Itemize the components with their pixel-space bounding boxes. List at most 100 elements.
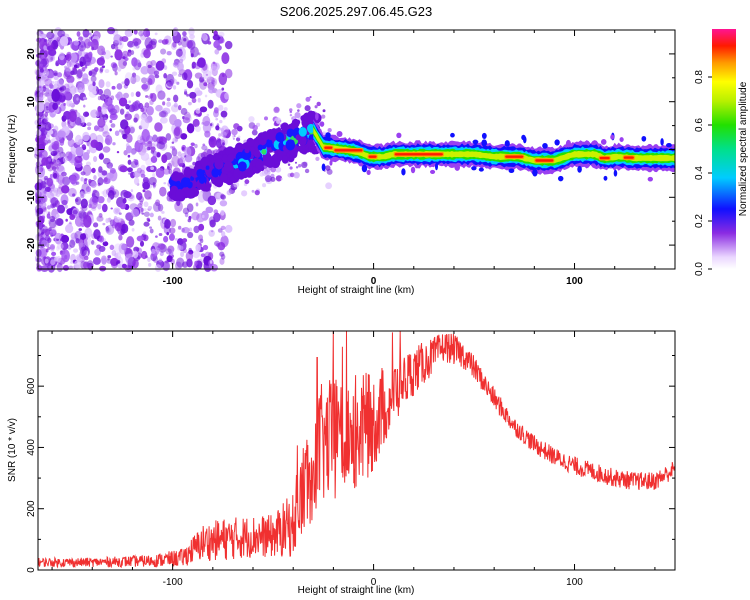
heatmap-noise-cell xyxy=(176,257,185,268)
heatmap-noise-cell xyxy=(235,137,241,142)
heatmap-noise-cell xyxy=(146,105,154,116)
heatmap-noise-cell xyxy=(139,136,145,141)
heatmap-noise-cell xyxy=(111,85,116,90)
heatmap-noise-cell xyxy=(39,180,47,189)
heatmap-noise-cell xyxy=(220,128,225,132)
heatmap-noise-cell xyxy=(45,248,49,253)
heatmap-noise-cell xyxy=(144,143,148,147)
heatmap-noise-cell xyxy=(134,113,140,122)
heatmap-noise-cell xyxy=(219,200,228,207)
heatmap-noise-cell xyxy=(118,97,128,107)
heatmap-satellite-cell xyxy=(329,159,333,166)
heatmap-noise-cell xyxy=(87,41,93,47)
heatmap-noise-cell xyxy=(220,225,226,231)
heatmap-noise-cell xyxy=(199,106,208,113)
heatmap-noise-cell xyxy=(123,191,132,199)
heatmap-noise-cell xyxy=(206,113,210,117)
heatmap-noise-cell xyxy=(88,36,93,40)
heatmap-noise-cell xyxy=(139,143,149,153)
colorbar-tick-label: 0.0 xyxy=(694,262,705,276)
heatmap-noise-cell xyxy=(215,125,220,131)
heatmap-y-axis-label: Frequency (Hz) xyxy=(7,115,18,184)
heatmap-noise-cell xyxy=(52,150,58,156)
heatmap-noise-cell xyxy=(195,244,201,252)
heatmap-noise-cell xyxy=(59,151,66,158)
heatmap-noise-cell xyxy=(163,73,168,79)
heatmap-noise-cell xyxy=(132,66,136,71)
heatmap-satellite-cell xyxy=(361,164,368,173)
heatmap-noise-cell xyxy=(54,256,59,262)
heatmap-noise-cell xyxy=(104,96,113,107)
heatmap-noise-cell xyxy=(126,145,132,154)
heatmap-noise-cell xyxy=(180,107,188,116)
heatmap-noise-cell xyxy=(88,51,93,58)
heatmap-noise-cell xyxy=(64,125,72,134)
heatmap-noise-cell xyxy=(40,231,45,235)
heatmap-noise-cell xyxy=(147,64,152,68)
heatmap-noise-cell xyxy=(119,165,128,173)
heatmap-noise-cell xyxy=(186,203,194,213)
heatmap-noise-cell xyxy=(174,238,178,241)
heatmap-noise-cell xyxy=(41,157,49,166)
heatmap-noise-cell xyxy=(289,166,293,170)
heatmap-noise-cell xyxy=(98,213,103,218)
heatmap-noise-cell xyxy=(140,114,147,120)
heatmap-noise-cell xyxy=(204,130,211,138)
heatmap-noise-cell xyxy=(177,151,182,157)
heatmap-noise-cell xyxy=(44,111,49,118)
heatmap-noise-cell xyxy=(97,203,102,210)
heatmap-noise-cell xyxy=(57,204,66,214)
heatmap-noise-cell xyxy=(83,104,86,108)
heatmap-noise-cell xyxy=(145,77,150,81)
heatmap-noise-cell xyxy=(68,110,77,123)
heatmap-noise-cell xyxy=(150,146,156,152)
heatmap-noise-cell xyxy=(231,128,238,136)
heatmap-noise-cell xyxy=(132,101,140,112)
snr-x-axis-label: Height of straight line (km) xyxy=(298,585,415,596)
heatmap-ridge-cell xyxy=(298,135,307,146)
heatmap-noise-cell xyxy=(188,27,195,36)
heatmap-noise-cell xyxy=(191,97,197,103)
heatmap-noise-cell xyxy=(275,166,282,173)
heatmap-noise-cell xyxy=(101,191,105,195)
heatmap-noise-cell xyxy=(78,228,83,231)
heatmap-noise-cell xyxy=(289,108,293,112)
heatmap-noise-cell xyxy=(195,108,201,114)
colorbar-label: Normalized spectral amplitude xyxy=(738,81,749,216)
heatmap-noise-cell xyxy=(143,221,150,227)
heatmap-noise-cell xyxy=(97,118,106,128)
snr-ticks: -100 0 100 0 200 400 600 xyxy=(26,331,675,588)
heatmap-noise-cell xyxy=(86,122,92,127)
heatmap-noise-cell xyxy=(52,102,59,111)
heatmap-noise-cell xyxy=(95,110,101,116)
heatmap-peak-core xyxy=(368,155,377,158)
heatmap-noise-cell xyxy=(78,210,87,219)
heatmap-noise-cell xyxy=(188,101,192,106)
heatmap-noise-cell xyxy=(305,96,311,102)
heatmap-noise-cell xyxy=(138,30,144,37)
heatmap-noise-cell xyxy=(220,110,228,118)
heatmap-satellite-cell xyxy=(401,168,406,176)
heatmap-noise-cell xyxy=(217,241,226,251)
heatmap-noise-cell xyxy=(141,77,148,84)
heatmap-noise-cell xyxy=(101,170,108,176)
heatmap-noise-cell xyxy=(124,78,130,86)
heatmap-noise-cell xyxy=(220,231,226,237)
heatmap-noise-cell xyxy=(119,108,125,115)
colorbar: 0.0 0.2 0.4 0.6 0.8 Normalized spectral ampl… xyxy=(694,29,749,276)
heatmap-noise-cell xyxy=(297,164,302,168)
heatmap-noise-cell xyxy=(46,177,54,187)
heatmap-noise-cell xyxy=(119,202,126,210)
heatmap-noise-cell xyxy=(184,146,192,158)
heatmap-noise-cell xyxy=(164,219,171,229)
heatmap-satellite-cell xyxy=(481,139,488,147)
heatmap-noise-cell xyxy=(69,214,76,221)
heatmap-noise-cell xyxy=(51,166,57,171)
heatmap-noise-cell xyxy=(155,167,165,179)
heatmap-noise-cell xyxy=(44,78,53,87)
heatmap-noise-cell xyxy=(105,226,112,234)
heatmap-noise-cell xyxy=(314,105,318,109)
heatmap-noise-cell xyxy=(149,226,152,229)
heatmap-noise-cell xyxy=(83,261,90,269)
heatmap-noise-cell xyxy=(211,80,216,85)
